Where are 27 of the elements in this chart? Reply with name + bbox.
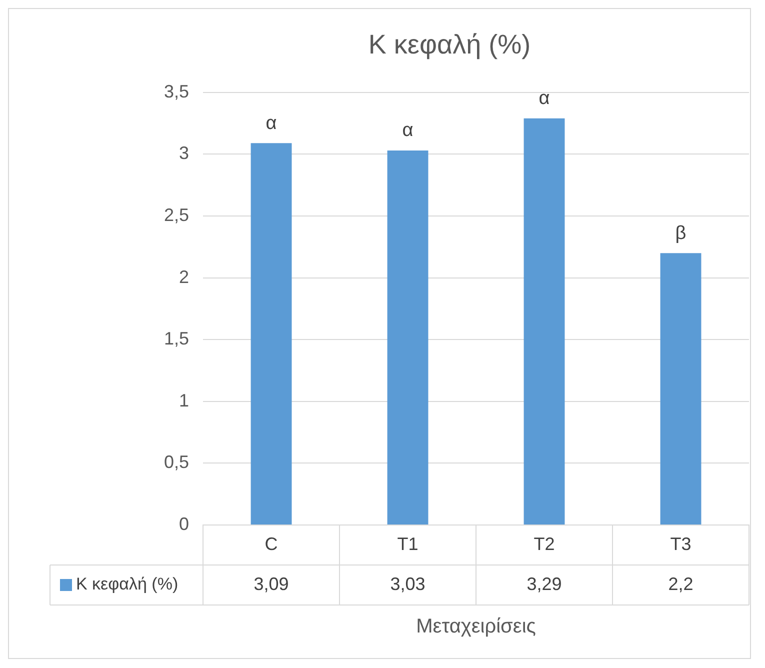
annotation: α (538, 88, 550, 110)
chart-title: Κ κεφαλή (%) (368, 30, 531, 60)
x-tick-label: T2 (534, 534, 555, 554)
y-tick-label: 0 (179, 514, 190, 534)
y-tick-label: 1,5 (164, 328, 190, 349)
y-tick-label: 1 (179, 390, 190, 410)
y-tick-label: 2,5 (164, 204, 190, 225)
legend-label: Κ κεφαλή (%) (76, 574, 178, 594)
x-axis-title: Μεταχειρίσεις (416, 616, 536, 638)
y-tick-label: 3,5 (164, 81, 190, 102)
y-tick-label: 3 (179, 143, 190, 164)
data-label: 3,09 (254, 574, 289, 594)
bar (250, 143, 292, 524)
bar (524, 118, 565, 524)
y-tick-label: 2 (179, 266, 190, 287)
annotation: α (402, 120, 414, 142)
data-label: 3,29 (526, 574, 562, 594)
x-tick-label: T1 (397, 534, 418, 554)
x-tick-label: T3 (670, 534, 692, 554)
data-label: 3,03 (390, 574, 426, 594)
x-tick-label: C (264, 534, 278, 554)
y-tick-label: 0,5 (164, 452, 190, 472)
annotation: β (675, 222, 686, 244)
bar (660, 253, 702, 524)
data-label: 2,2 (668, 574, 694, 594)
annotation: α (266, 112, 277, 134)
bar (387, 150, 428, 524)
